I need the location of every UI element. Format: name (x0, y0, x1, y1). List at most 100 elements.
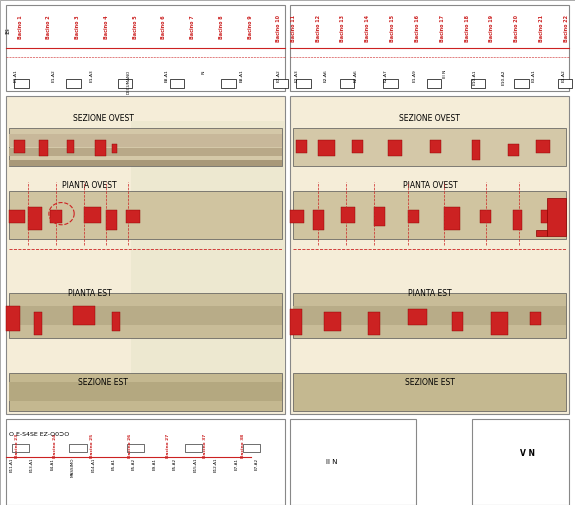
Bar (112, 312, 120, 331)
Bar (293, 293, 566, 338)
Text: Bacino 6: Bacino 6 (162, 15, 166, 39)
Bar (112, 143, 117, 153)
Text: Bacino 10: Bacino 10 (277, 15, 281, 42)
Bar (84, 207, 101, 223)
Text: E15-A1: E15-A1 (193, 458, 197, 472)
Bar (296, 79, 310, 88)
Bar (290, 211, 304, 223)
Bar (9, 191, 282, 239)
Bar (34, 312, 42, 334)
Bar (95, 140, 106, 157)
Text: Bacino 24: Bacino 24 (53, 433, 57, 458)
Bar (170, 79, 184, 88)
Bar (66, 79, 80, 88)
Bar (514, 79, 528, 88)
Text: Bacino 19: Bacino 19 (489, 15, 494, 42)
Text: Bacino 11: Bacino 11 (291, 15, 296, 42)
Text: Bacino 18: Bacino 18 (465, 15, 470, 42)
Text: E3-A1: E3-A1 (532, 70, 536, 82)
Text: E13-A1: E13-A1 (30, 458, 34, 472)
Bar (9, 306, 282, 325)
Bar (542, 211, 558, 223)
Text: Bacino 1: Bacino 1 (18, 15, 22, 39)
Text: E2-A6: E2-A6 (324, 70, 328, 82)
Text: Bacino 17: Bacino 17 (440, 15, 444, 42)
Bar (9, 382, 282, 401)
Bar (9, 128, 282, 166)
Bar (536, 140, 550, 153)
Bar (384, 79, 398, 88)
Text: E1-A1: E1-A1 (14, 70, 18, 82)
Text: Bacino 16: Bacino 16 (415, 15, 420, 42)
Text: E7-A1: E7-A1 (234, 458, 238, 470)
Text: SEZIONE OVEST: SEZIONE OVEST (73, 114, 134, 123)
Bar (290, 96, 569, 414)
Text: Bacino 9: Bacino 9 (248, 15, 252, 39)
Bar (70, 444, 87, 452)
Bar (273, 79, 288, 88)
Bar (293, 373, 566, 411)
Bar (536, 230, 547, 236)
Text: Bacino 23: Bacino 23 (16, 434, 19, 458)
Text: E1-A9: E1-A9 (413, 70, 417, 82)
Text: Bacino 3: Bacino 3 (75, 15, 80, 39)
Text: Bacino 25: Bacino 25 (90, 434, 94, 458)
Bar (340, 79, 354, 88)
Text: Bacino 37: Bacino 37 (203, 434, 207, 458)
Bar (6, 419, 285, 505)
Bar (388, 140, 402, 157)
Text: DECUMANO: DECUMANO (126, 70, 131, 94)
Bar (9, 134, 282, 147)
Bar (547, 198, 566, 236)
Text: E11-A1: E11-A1 (10, 458, 13, 472)
Bar (118, 79, 132, 88)
Text: E2-A3: E2-A3 (294, 70, 298, 82)
Text: SEZIONE EST: SEZIONE EST (405, 378, 455, 387)
Bar (39, 140, 48, 157)
Bar (290, 309, 301, 334)
Bar (14, 140, 25, 153)
Text: III N: III N (443, 70, 447, 78)
Bar (427, 79, 442, 88)
Text: E14-A1: E14-A1 (91, 458, 95, 472)
Bar (243, 444, 260, 452)
Bar (313, 211, 324, 230)
Bar (293, 306, 566, 325)
Bar (352, 140, 363, 153)
Bar (6, 5, 285, 91)
Bar (9, 211, 25, 223)
Text: E8-A1: E8-A1 (164, 70, 168, 82)
Bar (51, 211, 62, 223)
Text: Bacino 8: Bacino 8 (219, 15, 224, 39)
Bar (369, 312, 380, 334)
Bar (340, 207, 355, 223)
Text: PIANTA OVEST: PIANTA OVEST (62, 180, 117, 189)
Bar (472, 419, 569, 505)
Text: Bacino 21: Bacino 21 (539, 15, 544, 42)
Text: Bacino 7: Bacino 7 (190, 15, 195, 39)
Bar (221, 79, 236, 88)
Text: Bacino 22: Bacino 22 (564, 15, 569, 42)
Text: Bacino 5: Bacino 5 (133, 15, 137, 39)
Bar (470, 79, 485, 88)
Text: Bacino 4: Bacino 4 (104, 15, 109, 39)
Text: Bacino 15: Bacino 15 (390, 15, 395, 42)
Bar (72, 306, 95, 325)
Text: E2-A7: E2-A7 (384, 70, 387, 82)
Bar (290, 5, 569, 91)
Bar (296, 140, 307, 153)
Text: E10-A2: E10-A2 (502, 70, 506, 85)
Text: Bacino 13: Bacino 13 (340, 15, 346, 42)
Bar (472, 140, 480, 160)
Text: E5-A2: E5-A2 (173, 458, 177, 470)
Bar (293, 128, 566, 166)
Bar (9, 373, 282, 411)
Bar (67, 140, 74, 153)
Text: PIANTA OVEST: PIANTA OVEST (402, 180, 457, 189)
Bar (444, 207, 461, 230)
Text: Bacino 20: Bacino 20 (514, 15, 519, 42)
Bar (319, 140, 335, 157)
Text: V N: V N (520, 449, 535, 458)
Text: E1-A3: E1-A3 (89, 70, 93, 82)
Bar (558, 79, 572, 88)
